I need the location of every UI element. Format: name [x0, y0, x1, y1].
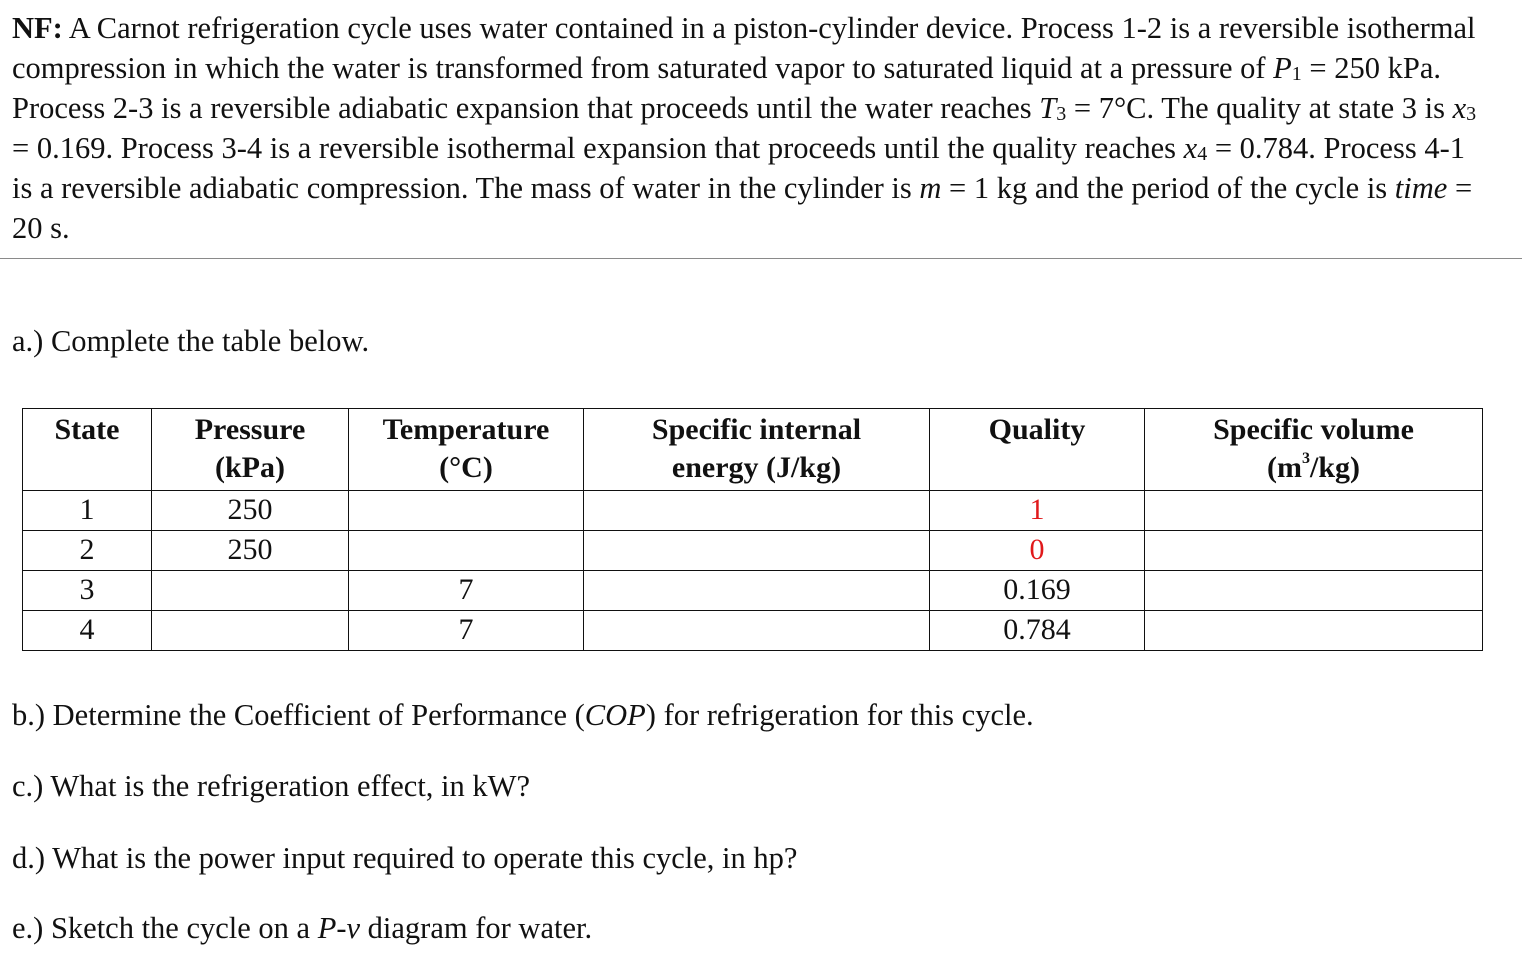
table-row: 2 250 0: [22, 530, 1483, 571]
cell-internal-energy: [583, 530, 930, 571]
cell-internal-energy: [583, 570, 930, 611]
table-row: 3 7 0.169: [22, 570, 1483, 611]
cell-pressure: [151, 610, 349, 651]
problem-statement: NF: A Carnot refrigeration cycle uses wa…: [12, 8, 1492, 260]
table-row: 4 7 0.784: [22, 610, 1483, 651]
question-a: a.) Complete the table below.: [12, 324, 370, 358]
question-d: d.) What is the power input required to …: [12, 841, 798, 875]
table-header-row: State Pressure (kPa) Temperature (°C) Spec…: [22, 408, 1483, 491]
cell-pressure: [151, 570, 349, 611]
cell-internal-energy: [583, 490, 930, 531]
header-state: State: [22, 408, 152, 491]
problem-text-1: A Carnot refrigeration cycle uses water …: [12, 11, 1476, 85]
problem-text-4: = 0.169. Process 3-4 is a reversible iso…: [12, 131, 1184, 165]
cell-state: 1: [22, 490, 152, 531]
cell-specific-volume: [1144, 490, 1483, 531]
header-internal-energy: Specific internal energy (J/kg): [583, 408, 930, 491]
question-b: b.) Determine the Coefficient of Perform…: [12, 698, 1034, 732]
cell-state: 2: [22, 530, 152, 571]
problem-text-7: = 20 s.: [12, 171, 1473, 245]
question-e: e.) Sketch the cycle on a P-v diagram fo…: [12, 911, 593, 945]
cell-pressure: 250: [151, 530, 349, 571]
cell-quality: 0.784: [929, 610, 1145, 651]
symbol-x4: x: [1183, 131, 1198, 165]
cell-specific-volume: [1144, 530, 1483, 571]
question-c: c.) What is the refrigeration effect, in…: [12, 769, 530, 803]
section-divider: [0, 258, 1522, 259]
problem-text-3: = 7°C. The quality at state 3 is: [1066, 91, 1453, 125]
symbol-pv: P-v: [317, 911, 361, 945]
symbol-m: m: [919, 171, 942, 205]
symbol-t3: T: [1039, 91, 1057, 125]
symbol-time: time: [1394, 171, 1448, 205]
header-specific-volume: Specific volume (m3/kg): [1144, 408, 1483, 491]
symbol-cop: COP: [584, 698, 646, 732]
problem-text-5: = 0.784. Process 4-1 is a reversible adi…: [12, 131, 1465, 205]
subscript-x3: 3: [1466, 103, 1477, 125]
subscript-t3: 3: [1056, 103, 1067, 125]
table-row: 1 250 1: [22, 490, 1483, 531]
header-quality: Quality: [929, 408, 1145, 491]
symbol-x3: x: [1452, 91, 1467, 125]
cell-temperature: 7: [348, 570, 584, 611]
subscript-p1: 1: [1291, 63, 1302, 85]
cell-specific-volume: [1144, 610, 1483, 651]
cell-quality: 0.169: [929, 570, 1145, 611]
problem-text-2: = 250 kPa. Process 2-3 is a reversible a…: [12, 51, 1441, 125]
symbol-p1: P: [1273, 51, 1292, 85]
cell-temperature: [348, 490, 584, 531]
header-pressure: Pressure (kPa): [151, 408, 349, 491]
cell-pressure: 250: [151, 490, 349, 531]
problem-lead: NF:: [12, 11, 63, 45]
cell-temperature: 7: [348, 610, 584, 651]
problem-text-6: = 1 kg and the period of the cycle is: [941, 171, 1395, 205]
cell-quality: 0: [929, 530, 1145, 571]
cell-state: 4: [22, 610, 152, 651]
subscript-x4: 4: [1197, 143, 1208, 165]
cell-quality: 1: [929, 490, 1145, 531]
cell-state: 3: [22, 570, 152, 611]
cell-temperature: [348, 530, 584, 571]
cell-specific-volume: [1144, 570, 1483, 611]
cell-internal-energy: [583, 610, 930, 651]
properties-table: State Pressure (kPa) Temperature (°C) Spec…: [22, 408, 1483, 651]
header-temperature: Temperature (°C): [348, 408, 584, 491]
